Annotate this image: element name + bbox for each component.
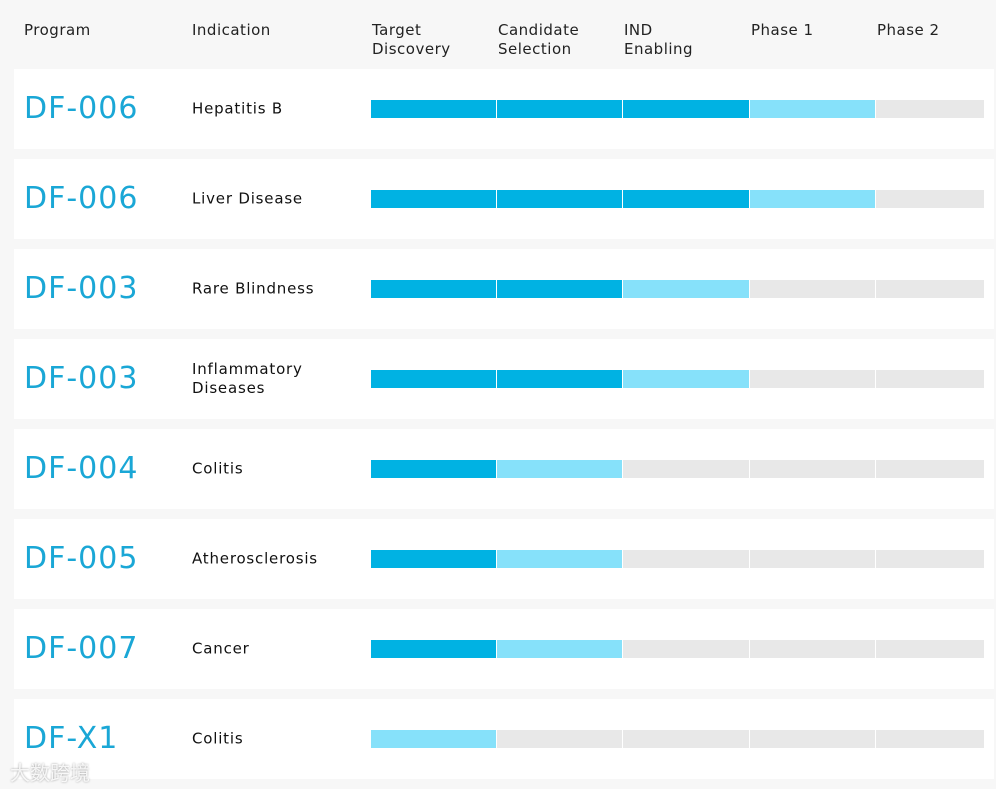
stage-bar [497, 100, 622, 118]
program-name: DF-003 [24, 361, 139, 396]
pipeline-row: DF-007 Cancer [14, 609, 994, 689]
stage-bar [371, 460, 496, 478]
pipeline-row: DF-003 Inflammatory Diseases [14, 339, 994, 419]
stage-bar [623, 640, 749, 658]
program-name: DF-003 [24, 271, 139, 306]
stage-bar [623, 190, 749, 208]
stage-bar [750, 550, 875, 568]
program-name: DF-X1 [24, 721, 119, 756]
stage-bar [623, 100, 749, 118]
indication: Cancer [192, 639, 250, 658]
indication: Rare Blindness [192, 279, 315, 298]
header-indication: Indication [192, 21, 271, 39]
stage-bar [623, 550, 749, 568]
header-stage-line: Candidate [498, 21, 580, 39]
program-name: DF-007 [24, 631, 139, 666]
stage-bar [371, 190, 496, 208]
stage-bar [750, 280, 875, 298]
stage-bar [623, 460, 749, 478]
stage-bar [876, 370, 984, 388]
header-stage: Phase 1 [751, 21, 814, 40]
header-stage-line: Discovery [372, 40, 451, 58]
indication: Inflammatory Diseases [192, 360, 303, 397]
program-name: DF-006 [24, 91, 139, 126]
header-stage-line: Enabling [624, 40, 694, 58]
program-name: DF-004 [24, 451, 139, 486]
pipeline-row: DF-003 Rare Blindness [14, 249, 994, 329]
pipeline-row: DF-004 Colitis [14, 429, 994, 509]
stage-bar [750, 370, 875, 388]
stage-bar [876, 640, 984, 658]
pipeline-row: DF-005 Atherosclerosis [14, 519, 994, 599]
program-name: DF-006 [24, 181, 139, 216]
header-stage: Target Discovery [372, 21, 451, 59]
header-stage: IND Enabling [624, 21, 693, 59]
header-stage-line: IND [624, 21, 653, 39]
stage-bar [876, 190, 984, 208]
stage-bar [750, 730, 875, 748]
stage-bar [371, 550, 496, 568]
stage-bar [497, 550, 622, 568]
stage-bar [497, 280, 622, 298]
stage-bar [497, 190, 622, 208]
watermark: 大数跨境 [10, 761, 90, 785]
stage-bar [750, 640, 875, 658]
stage-bar [623, 730, 749, 748]
header-program: Program [24, 21, 91, 39]
stage-bar [497, 730, 622, 748]
stage-bar [371, 100, 496, 118]
indication: Hepatitis B [192, 99, 283, 118]
stage-bar [371, 640, 496, 658]
header-stage: Phase 2 [877, 21, 940, 40]
stage-bar [750, 190, 875, 208]
stage-bar [750, 460, 875, 478]
header-stage-line: Phase 2 [877, 21, 940, 39]
header-stage-line: Target [372, 21, 422, 39]
stage-bar [876, 280, 984, 298]
stage-bar [497, 640, 622, 658]
stage-bar [876, 460, 984, 478]
indication: Colitis [192, 729, 244, 748]
stage-bar [623, 370, 749, 388]
stage-bar [497, 370, 622, 388]
stage-bar [371, 370, 496, 388]
program-name: DF-005 [24, 541, 139, 576]
header-stage-line: Selection [498, 40, 572, 58]
indication: Atherosclerosis [192, 549, 318, 568]
stage-bar [623, 280, 749, 298]
indication: Colitis [192, 459, 244, 478]
pipeline-row: DF-X1 Colitis [14, 699, 994, 779]
stage-bar [876, 100, 984, 118]
pipeline-row: DF-006 Liver Disease [14, 159, 994, 239]
header-stage: Candidate Selection [498, 21, 579, 59]
pipeline-row: DF-006 Hepatitis B [14, 69, 994, 149]
stage-bar [371, 730, 496, 748]
stage-bar [371, 280, 496, 298]
header-stage-line: Phase 1 [751, 21, 814, 39]
stage-bar [876, 550, 984, 568]
stage-bar [497, 460, 622, 478]
stage-bar [750, 100, 875, 118]
indication: Liver Disease [192, 189, 303, 208]
stage-bar [876, 730, 984, 748]
